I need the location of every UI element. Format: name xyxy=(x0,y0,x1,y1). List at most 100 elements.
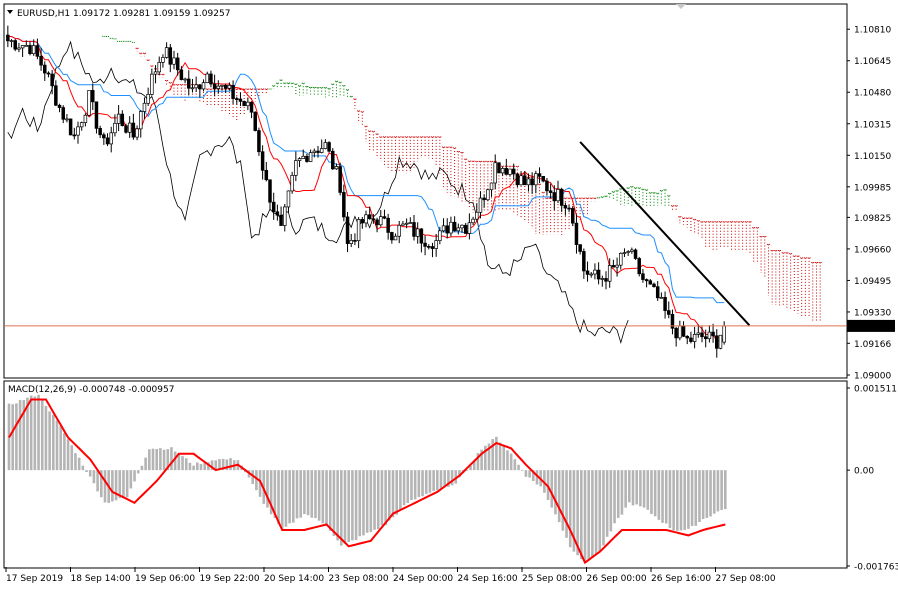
macd-bar xyxy=(162,449,166,471)
macd-bar xyxy=(48,411,51,471)
candle-body xyxy=(515,173,520,186)
trendline-line[interactable] xyxy=(579,141,751,327)
macd-bar xyxy=(472,460,476,471)
macd-bar xyxy=(255,470,258,491)
candle-body xyxy=(648,280,653,285)
x-tick-label: 17 Sep 2019 xyxy=(6,574,63,584)
macd-bar xyxy=(642,470,646,508)
macd-bar xyxy=(661,470,664,523)
macd-bar xyxy=(506,450,509,471)
macd-bar xyxy=(88,470,92,477)
candle-body xyxy=(670,314,675,329)
macd-bar xyxy=(402,470,406,506)
macd-bar xyxy=(694,470,698,526)
trendline[interactable] xyxy=(579,141,751,327)
macd-bar xyxy=(292,470,295,523)
candle-body xyxy=(120,113,125,126)
candle-body xyxy=(342,192,346,218)
macd-bar xyxy=(136,470,140,474)
candle-body xyxy=(382,216,387,219)
macd-bar xyxy=(524,470,528,477)
macd-bar xyxy=(517,464,520,471)
candle-body xyxy=(467,222,472,234)
macd-bar xyxy=(199,464,203,471)
macd-bar xyxy=(295,470,299,519)
candle-body xyxy=(415,228,420,237)
candle-body xyxy=(715,335,719,349)
macd-bar xyxy=(528,470,531,478)
time-axis: 17 Sep 2019 18 Sep 14:00 19 Sep 06:00 19 Se… xyxy=(5,567,776,584)
scroll-marker-icon[interactable] xyxy=(676,4,686,9)
y-tick-label: 1.10645 xyxy=(854,57,891,67)
current-price-label: 1.09257 xyxy=(852,322,889,332)
candle-body xyxy=(116,113,121,124)
macd-bar xyxy=(81,465,85,471)
candle-body xyxy=(585,270,590,275)
macd-bar xyxy=(44,405,48,471)
candle-body xyxy=(223,84,228,89)
candle-body xyxy=(689,337,693,342)
candle-body xyxy=(644,279,649,282)
macd-bar xyxy=(336,470,339,541)
macd-y-tick-label: 0.00 xyxy=(854,467,874,477)
candle-body xyxy=(164,47,169,58)
candle-body xyxy=(271,201,276,213)
y-tick-label: 1.09330 xyxy=(854,308,891,318)
candle-body xyxy=(718,334,723,349)
candle-body xyxy=(408,222,413,224)
candle-body xyxy=(297,158,302,161)
macd-bar xyxy=(436,470,439,491)
macd-bar xyxy=(63,433,66,471)
candle-body xyxy=(168,47,173,65)
macd-bar xyxy=(495,436,498,471)
macd-bar xyxy=(410,470,413,501)
candle-body xyxy=(68,118,73,136)
macd-bar xyxy=(520,470,524,471)
candle-body xyxy=(356,219,361,242)
macd-bar xyxy=(207,462,210,471)
candle-body xyxy=(72,134,77,137)
candle-body xyxy=(139,111,143,130)
candle-body xyxy=(35,45,40,57)
candle-body xyxy=(471,218,475,224)
candle-body xyxy=(294,160,298,176)
macd-bar xyxy=(22,400,26,471)
macd-bar xyxy=(513,459,517,471)
symbol-title: EURUSD,H1 1.09172 1.09281 1.09159 1.0925… xyxy=(17,9,230,19)
candle-body xyxy=(257,130,261,153)
x-tick-label: 24 Sep 00:00 xyxy=(393,574,453,584)
candle-body xyxy=(17,47,21,50)
macd-bar xyxy=(613,470,616,524)
macd-bar xyxy=(687,470,690,529)
macd-bar xyxy=(620,470,624,515)
candle-body xyxy=(345,216,350,244)
candle-body xyxy=(305,155,309,162)
candle-body xyxy=(475,211,479,220)
candle-body xyxy=(301,155,305,159)
candle-body xyxy=(622,252,627,254)
macd-bar xyxy=(362,470,365,536)
candle-body xyxy=(574,222,579,245)
macd-bar xyxy=(111,470,114,502)
candle-body xyxy=(589,273,593,276)
candle-body xyxy=(696,332,701,335)
y-tick-label: 1.10315 xyxy=(854,120,891,130)
macd-bar xyxy=(155,449,158,471)
candle-body xyxy=(87,90,91,116)
candle-body xyxy=(412,222,416,237)
candle-body xyxy=(187,78,191,89)
chevron-down-icon[interactable] xyxy=(7,10,13,14)
macd-y-tick-label: -0.001763 xyxy=(854,563,898,573)
candle-body xyxy=(231,85,235,99)
macd-bar xyxy=(598,470,602,552)
x-tick-label: 25 Sep 08:00 xyxy=(522,574,582,584)
macd-bar xyxy=(266,470,269,508)
candle-body xyxy=(703,336,708,340)
y-tick-label: 1.09985 xyxy=(854,183,891,193)
candle-body xyxy=(9,40,14,42)
macd-bar xyxy=(568,470,572,548)
macd-bar xyxy=(450,470,454,486)
candle-body xyxy=(626,251,630,253)
macd-bar xyxy=(388,470,391,521)
